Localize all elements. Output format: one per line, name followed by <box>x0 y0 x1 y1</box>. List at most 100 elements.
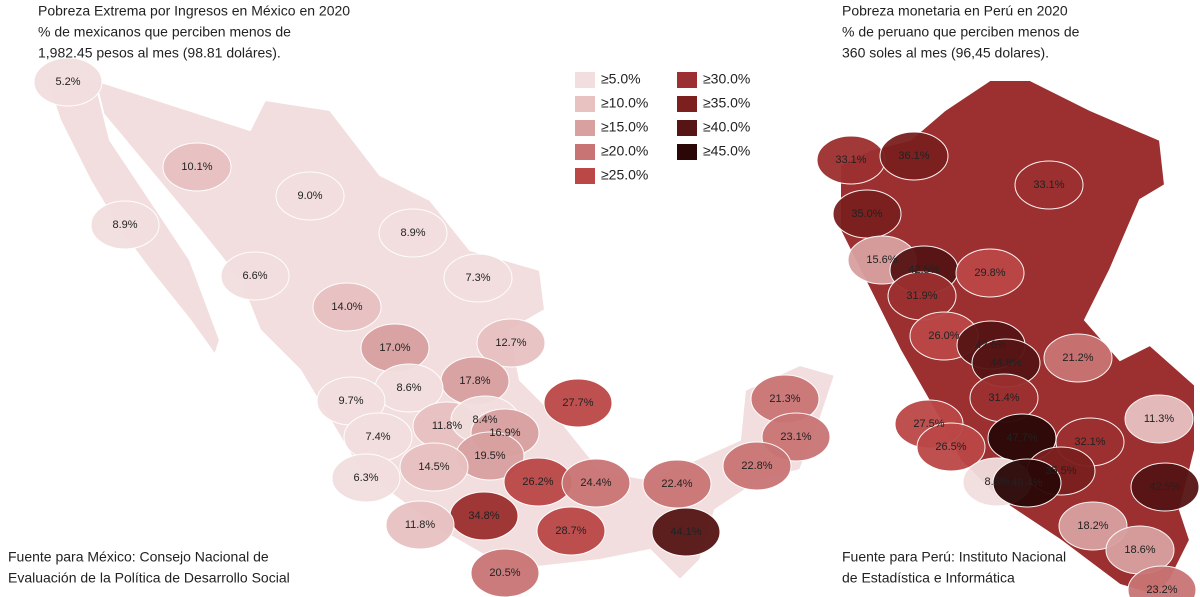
region <box>312 282 382 332</box>
region <box>476 318 546 368</box>
region-label: 26.0% <box>928 330 959 342</box>
region-label: 11.3% <box>1144 413 1175 425</box>
region-label: 11.8% <box>405 519 436 531</box>
title: Pobreza Extrema por Ingresos en México e… <box>38 3 350 19</box>
legend-label: ≥5.0% <box>601 71 641 87</box>
region-label: 8.5% <box>984 476 1009 488</box>
region-label: 31.4% <box>988 392 1019 404</box>
region-label: 42.6% <box>975 339 1006 351</box>
region-label: 44.1% <box>670 526 701 538</box>
region <box>1124 394 1194 444</box>
legend-label: ≥35.0% <box>703 95 750 111</box>
region-label: 29.8% <box>974 267 1005 279</box>
region-label: 42.5% <box>1149 481 1180 493</box>
region-label: 26.2% <box>522 476 553 488</box>
subtitle: % de peruano que perciben menos de <box>842 24 1080 40</box>
subtitle: 360 soles al mes (96,45 dolares). <box>842 45 1049 61</box>
legend-swatch <box>677 96 697 112</box>
legend-swatch <box>575 144 595 160</box>
region <box>543 378 613 428</box>
region-label: 28.7% <box>555 525 586 537</box>
region-label: 12.7% <box>495 337 526 349</box>
region-labels: 5.2% 10.1% 9.0% 8.9% 8.9% 6.6% 7.3% 14.0% 12.7% 1… <box>55 76 1180 596</box>
legend-label: ≥20.0% <box>601 143 648 159</box>
region <box>399 442 469 492</box>
legend-label: ≥45.0% <box>703 143 750 159</box>
region-label: 8.9% <box>112 219 137 231</box>
legend-swatch <box>575 168 595 184</box>
region-label: 21.3% <box>769 393 800 405</box>
region <box>378 208 448 258</box>
title: Pobreza monetaria en Perú en 2020 <box>842 3 1068 19</box>
texts: Pobreza Extrema por Ingresos en México e… <box>8 3 1080 586</box>
region-label: 8.9% <box>400 227 425 239</box>
region-label: 6.3% <box>353 472 378 484</box>
legend-label: ≥40.0% <box>703 119 750 135</box>
region-label: 23.2% <box>1146 584 1177 596</box>
region-label: 22.4% <box>661 478 692 490</box>
region-label: 14.0% <box>331 301 362 313</box>
region-label: 24.4% <box>580 477 611 489</box>
region-label: 27.5% <box>913 418 944 430</box>
region-label: 17.0% <box>379 342 410 354</box>
region-label: 10.1% <box>181 161 212 173</box>
region-label: 34.8% <box>468 510 499 522</box>
region-label: 7.4% <box>365 431 390 443</box>
region-label: 11.8% <box>432 420 463 432</box>
legend-swatch <box>575 72 595 88</box>
region <box>1127 565 1197 597</box>
legend-swatch <box>677 120 697 136</box>
region-label: 33.1% <box>835 154 866 166</box>
legend-swatch <box>677 144 697 160</box>
region-label: 47.7% <box>1006 432 1037 444</box>
region <box>651 507 721 557</box>
legend-swatch <box>677 72 697 88</box>
region-label: 14.5% <box>418 461 449 473</box>
region <box>443 253 513 303</box>
region-label: 19.5% <box>474 450 505 462</box>
region-label: 33.1% <box>1033 179 1064 191</box>
region-label: 35.0% <box>851 208 882 220</box>
region-label: 6.6% <box>242 270 267 282</box>
legend-label: ≥25.0% <box>601 167 648 183</box>
region-label: 42.5% <box>908 264 939 276</box>
legend-label: ≥30.0% <box>703 71 750 87</box>
region <box>561 458 631 508</box>
region-label: 46.4% <box>1011 477 1042 489</box>
region-label: 8.6% <box>396 382 421 394</box>
region <box>220 251 290 301</box>
region <box>470 548 540 597</box>
region <box>955 248 1025 298</box>
region-label: 27.7% <box>562 397 593 409</box>
region-label: 18.6% <box>1124 544 1155 556</box>
legend-swatch <box>575 120 595 136</box>
region <box>722 441 792 491</box>
region <box>879 131 949 181</box>
region-label: 5.2% <box>55 76 80 88</box>
region-label: 20.5% <box>489 567 520 579</box>
source: Fuente para México: Consejo Nacional de <box>8 549 269 565</box>
region-label: 44.8% <box>990 357 1021 369</box>
subtitle: % de mexicanos que perciben menos de <box>38 24 291 40</box>
region-label: 31.9% <box>906 290 937 302</box>
subtitle: 1,982.45 pesos al mes (98.81 doláres). <box>38 45 281 61</box>
region-label: 15.6% <box>866 254 897 266</box>
region <box>385 500 455 550</box>
region <box>642 459 712 509</box>
region-label: 8.4% <box>472 414 497 426</box>
regions <box>33 57 1200 597</box>
region <box>992 458 1062 508</box>
region-label: 17.8% <box>459 375 490 387</box>
source: de Estadística e Informática <box>842 570 1015 586</box>
region-label: 21.2% <box>1062 352 1093 364</box>
region <box>331 453 401 503</box>
region-label: 35.5% <box>1045 465 1076 477</box>
region-label: 9.7% <box>338 395 363 407</box>
region <box>1014 160 1084 210</box>
region <box>275 171 345 221</box>
legend-label: ≥15.0% <box>601 119 648 135</box>
region-label: 7.3% <box>465 272 490 284</box>
region <box>162 142 232 192</box>
region <box>1130 462 1200 512</box>
